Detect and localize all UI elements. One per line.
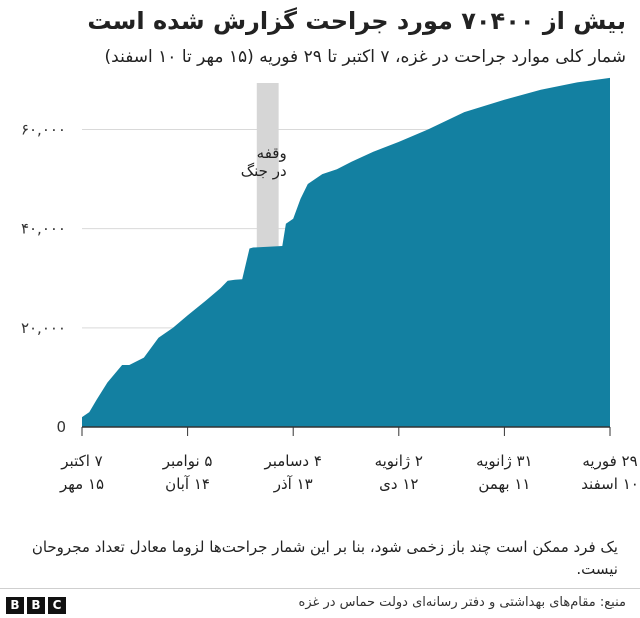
x-tick-label-persian: ۱۱ بهمن bbox=[478, 475, 530, 493]
x-tick-label-persian: ۱۵ مهر bbox=[59, 475, 104, 493]
x-tick-label-persian: ۱۴ آبان bbox=[165, 475, 210, 493]
y-tick-label: 0 bbox=[56, 418, 66, 436]
logo-letter-b2: B bbox=[27, 597, 45, 614]
x-tick-label-persian: ۱۰ اسفند bbox=[581, 475, 639, 493]
chart-subtitle: شمار کلی موارد جراحت در غزه، ۷ اکتبر تا … bbox=[104, 47, 626, 67]
y-tick-label: ۴۰,۰۰۰ bbox=[21, 220, 66, 238]
x-tick-label-persian: ۱۳ آذر bbox=[273, 475, 313, 493]
footer-divider bbox=[0, 588, 640, 589]
x-tick-label-gregorian: ۳۱ ژانویه bbox=[476, 452, 532, 470]
source-text: منبع: مقام‌های بهداشتی و دفتر رسانه‌ای د… bbox=[298, 595, 626, 610]
series-area bbox=[82, 77, 610, 428]
y-tick-label: ۶۰,۰۰۰ bbox=[21, 121, 66, 139]
y-tick-label: ۲۰,۰۰۰ bbox=[21, 319, 66, 337]
x-tick-label-gregorian: ۲ ژانویه bbox=[375, 452, 423, 470]
logo-letter-c: C bbox=[48, 597, 66, 614]
x-tick-label-gregorian: ۴ دسامبر bbox=[263, 452, 322, 470]
x-tick-label-gregorian: ۷ اکتبر bbox=[60, 452, 102, 470]
x-tick-label-gregorian: ۲۹ فوریه bbox=[582, 452, 637, 470]
pause-label-line1: وقفه bbox=[257, 144, 287, 162]
chart-title: بیش از ۷۰۴۰۰ مورد جراحت گزارش شده است bbox=[87, 7, 626, 35]
pause-label-line2: در جنگ bbox=[241, 162, 287, 180]
footnote: یک فرد ممکن است چند باز زخمی شود، بنا بر… bbox=[31, 538, 618, 578]
bbc-logo: B B C bbox=[6, 597, 66, 614]
logo-letter-b1: B bbox=[6, 597, 24, 614]
x-tick-label-gregorian: ۵ نوامبر bbox=[162, 452, 213, 470]
x-tick-label-persian: ۱۲ دی bbox=[379, 475, 418, 493]
